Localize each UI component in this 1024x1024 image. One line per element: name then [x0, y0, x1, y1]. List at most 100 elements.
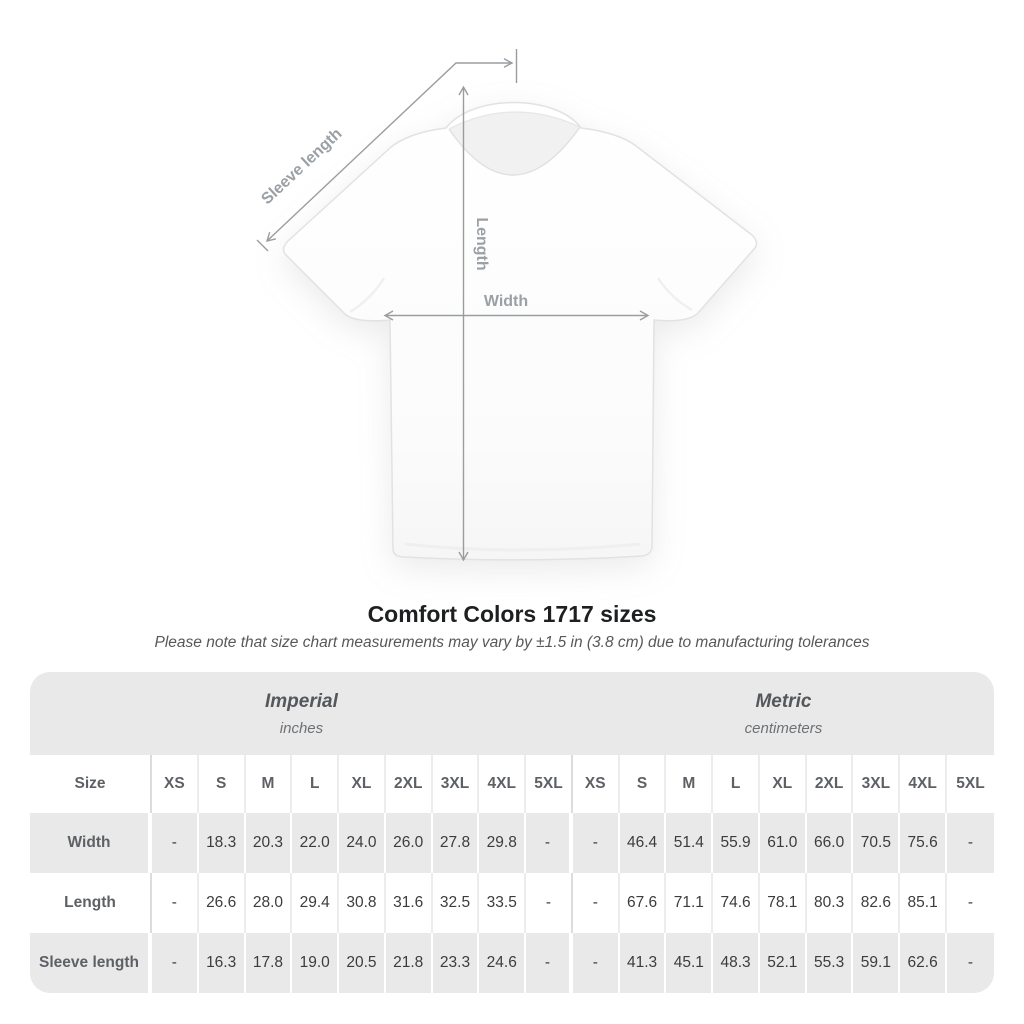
size-col-header: 4XL [479, 755, 527, 813]
size-col-header: 5XL [947, 755, 994, 813]
table-cell: - [947, 813, 994, 873]
size-col-header: XL [339, 755, 386, 813]
table-cell: 22.0 [292, 813, 340, 873]
table-cell: 75.6 [900, 813, 948, 873]
size-col-header: 4XL [900, 755, 948, 813]
length-label: Length [473, 217, 490, 270]
table-cell: 30.8 [339, 873, 386, 933]
table-cell: 20.3 [245, 813, 293, 873]
table-cell: 20.5 [339, 933, 386, 993]
table-cell: 23.3 [432, 933, 480, 993]
metric-unit: centimeters [744, 719, 823, 737]
sleeve-length-label: Sleeve length [258, 125, 345, 208]
collar-neckline [448, 126, 581, 176]
table-cell: 41.3 [619, 933, 667, 993]
imperial-unit: inches [279, 719, 324, 737]
length-arrow-down [458, 551, 469, 562]
size-header-row: Size XS S M L XL 2XL 3XL 4XL 5XL XS S M L XL 2XL 3XL 4XL… [30, 755, 994, 813]
table-cell: - [152, 873, 199, 933]
table-cell: 61.0 [759, 813, 807, 873]
size-col-header: M [245, 755, 293, 813]
table-cell: 46.4 [619, 813, 667, 873]
width-arrow-right [639, 310, 650, 321]
metric-label: Metric [755, 690, 812, 712]
right-underarm-crease [656, 277, 693, 312]
hem-shadow [404, 542, 641, 552]
size-col-header: 5XL [526, 755, 573, 813]
table-cell: 17.8 [245, 933, 293, 993]
tshirt-diagram: Sleeve length Length Width [256, 49, 758, 562]
size-table: Imperial inches Metric centimeters Size … [30, 672, 994, 993]
table-cell: 66.0 [806, 813, 854, 873]
unit-group-row: Imperial inches Metric centimeters [30, 672, 994, 755]
size-col-header: S [198, 755, 246, 813]
table-cell: 85.1 [900, 873, 948, 933]
size-col-header: L [292, 755, 340, 813]
table-row: Sleeve length -16.3 17.8 19.0 20.5 21.8 23.3 24… [30, 933, 994, 993]
table-cell: 71.1 [666, 873, 714, 933]
table-cell: 29.8 [479, 813, 527, 873]
table-cell: 32.5 [432, 873, 480, 933]
row-label: Length [30, 873, 152, 933]
size-col-header: XS [152, 755, 199, 813]
table-cell: 45.1 [666, 933, 714, 993]
size-corner-cell: Size [30, 755, 152, 813]
table-cell: 27.8 [432, 813, 480, 873]
table-cell: 24.6 [479, 933, 527, 993]
table-cell: 82.6 [853, 873, 901, 933]
tshirt-graphic [282, 101, 758, 561]
sleeve-arrow-right [503, 58, 514, 68]
width-arrow-left [383, 310, 394, 321]
table-cell: 55.3 [806, 933, 854, 993]
collar-inner-shadow [449, 111, 580, 176]
size-col-header: 2XL [806, 755, 854, 813]
width-label: Width [484, 293, 528, 310]
imperial-group-header: Imperial inches [30, 672, 573, 755]
table-cell: 24.0 [339, 813, 386, 873]
size-col-header: L [713, 755, 760, 813]
size-col-header: 3XL [853, 755, 901, 813]
size-col-header: XL [759, 755, 807, 813]
table-cell: 80.3 [806, 873, 854, 933]
sleeve-arrow-end [265, 231, 277, 242]
table-cell: 31.6 [385, 873, 433, 933]
table-cell: - [947, 873, 994, 933]
imperial-label: Imperial [265, 690, 338, 712]
table-cell: 28.0 [245, 873, 293, 933]
table-cell: - [526, 933, 573, 993]
table-cell: - [947, 933, 994, 993]
table-cell: 21.8 [385, 933, 433, 993]
table-row: Width -18.3 20.3 22.0 24.0 26.0 27.8 29.8- -46.4… [30, 813, 994, 873]
row-label: Width [30, 813, 152, 873]
size-col-header: S [619, 755, 667, 813]
size-col-header: 2XL [385, 755, 433, 813]
row-label: Sleeve length [30, 933, 152, 993]
table-cell: 78.1 [759, 873, 807, 933]
table-cell: 52.1 [759, 933, 807, 993]
table-cell: 33.5 [479, 873, 527, 933]
table-cell: 74.6 [713, 873, 760, 933]
table-cell: 70.5 [853, 813, 901, 873]
size-col-header: XS [572, 755, 620, 813]
table-cell: 29.4 [292, 873, 340, 933]
page-title: Comfort Colors 1717 sizes [367, 601, 657, 627]
table-cell: - [526, 873, 573, 933]
sleeve-length-line [266, 62, 512, 242]
table-cell: 51.4 [666, 813, 714, 873]
table-cell: 59.1 [853, 933, 901, 993]
length-arrow-up [458, 85, 469, 96]
table-cell: 55.9 [713, 813, 760, 873]
table-cell: - [526, 813, 573, 873]
tshirt-outline [282, 101, 758, 561]
metric-group-header: Metric centimeters [572, 672, 994, 755]
tolerance-note: Please note that size chart measurements… [154, 634, 870, 651]
table-cell: 26.0 [385, 813, 433, 873]
size-col-header: M [666, 755, 714, 813]
size-col-header: 3XL [432, 755, 480, 813]
table-row: Length -26.6 28.0 29.4 30.8 31.6 32.5 33.5- -67.… [30, 873, 994, 933]
table-cell: 26.6 [198, 873, 246, 933]
table-cell: - [572, 933, 620, 993]
table-cell: 18.3 [198, 813, 246, 873]
table-cell: 16.3 [198, 933, 246, 993]
table-cell: 67.6 [619, 873, 667, 933]
